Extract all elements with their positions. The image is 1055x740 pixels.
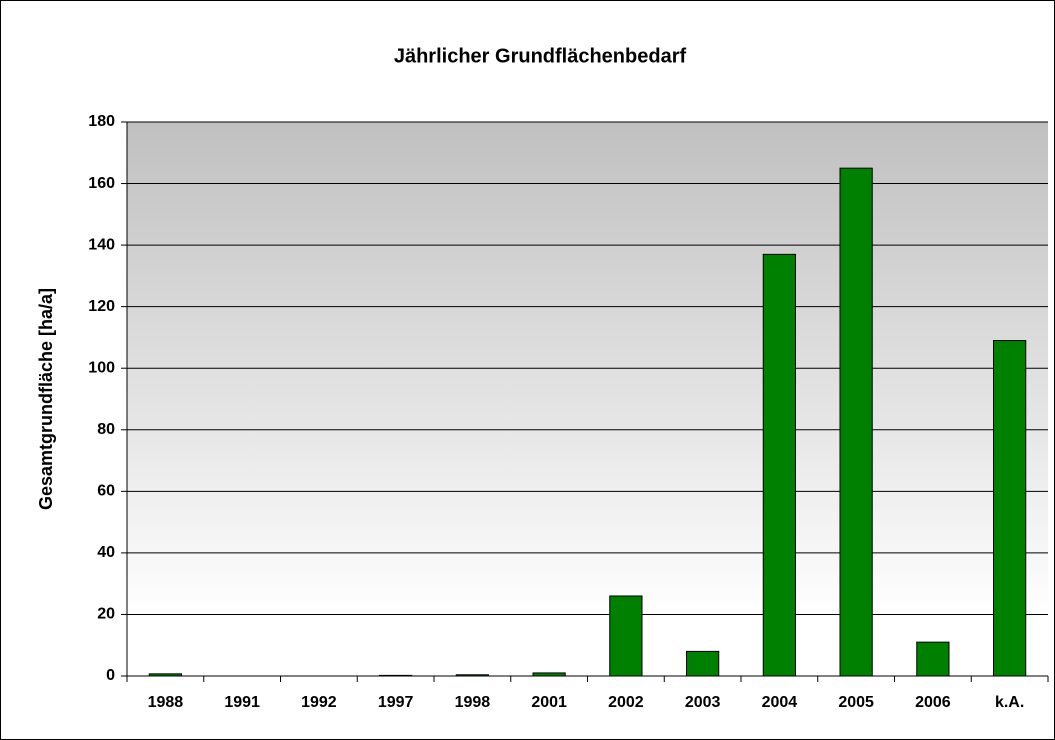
y-tick-label: 60 xyxy=(97,483,115,500)
bar xyxy=(379,674,413,677)
x-tick-label: 2005 xyxy=(838,694,874,711)
x-tick-label: 1998 xyxy=(455,694,491,711)
y-tick-label: 180 xyxy=(88,113,115,130)
y-tick-label: 160 xyxy=(88,175,115,192)
bar xyxy=(455,674,489,677)
y-tick-label: 120 xyxy=(88,298,115,315)
bar xyxy=(993,340,1027,677)
bar xyxy=(609,595,643,677)
x-tick-label: 2004 xyxy=(762,694,798,711)
y-tick-label: 100 xyxy=(88,359,115,376)
chart-title: Jährlicher Grundflächenbedarf xyxy=(394,45,687,67)
y-tick-label: 20 xyxy=(97,606,115,623)
x-tick-label: 2003 xyxy=(685,694,721,711)
bar xyxy=(839,167,873,677)
x-tick-label: 1991 xyxy=(224,694,260,711)
x-tick-label: k.A. xyxy=(995,694,1024,711)
y-tick-label: 140 xyxy=(88,236,115,253)
bar xyxy=(762,253,796,677)
y-tick-label: 40 xyxy=(97,544,115,561)
x-tick-label: 1992 xyxy=(301,694,337,711)
y-tick-label: 0 xyxy=(106,667,115,684)
bar xyxy=(916,641,950,677)
x-tick-label: 1997 xyxy=(378,694,414,711)
plot-area xyxy=(127,122,1048,676)
x-tick-label: 2001 xyxy=(531,694,567,711)
bar xyxy=(148,673,182,677)
x-tick-label: 2006 xyxy=(915,694,951,711)
x-tick-label: 1988 xyxy=(148,694,184,711)
x-tick-label: 2002 xyxy=(608,694,644,711)
bar xyxy=(532,672,566,677)
bar xyxy=(686,650,720,677)
y-axis-label: Gesamtgrundfläche [ha/a] xyxy=(36,288,56,510)
y-tick-label: 80 xyxy=(97,421,115,438)
